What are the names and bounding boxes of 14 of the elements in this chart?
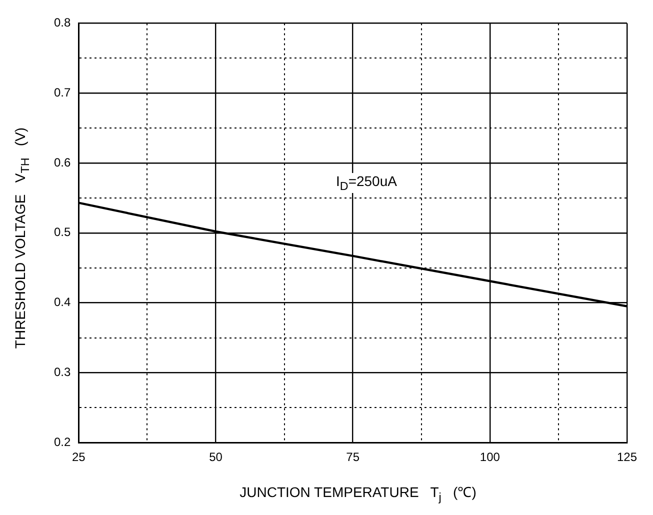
y-tick-label: 0.7 [54, 85, 71, 100]
y-tick-label: 0.4 [54, 295, 71, 310]
x-tick-label: 75 [346, 450, 360, 464]
x-tick-label: 125 [616, 450, 638, 464]
y-tick-label: 0.8 [54, 16, 71, 30]
y-tick-label: 0.5 [54, 225, 71, 240]
y-tick-label: 0.3 [54, 365, 71, 380]
y-tick-label: 0.2 [54, 434, 71, 449]
x-axis-title: JUNCTION TEMPERATURE T$_{j}$ (℃) [240, 483, 476, 504]
x-tick-label: 25 [72, 450, 86, 464]
annotation: I$_{D}$=250uA [334, 173, 399, 193]
x-tick-label: 100 [480, 450, 500, 464]
y-tick-label: 0.6 [54, 155, 71, 170]
x-tick-label: 50 [209, 450, 223, 464]
